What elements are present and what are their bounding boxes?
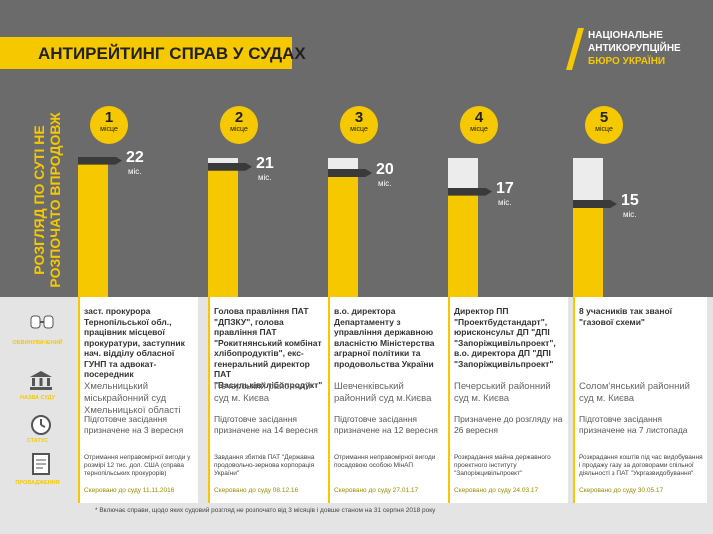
logo-line: НАЦІОНАЛЬНЕ [588, 30, 663, 41]
row-label: НАЗВА СУДУ [19, 395, 56, 401]
case-card [78, 297, 198, 503]
place-number: 1 [104, 109, 114, 126]
place-badge: 5 місце [585, 106, 623, 144]
place-number: 2 [234, 109, 244, 126]
value-marker [328, 169, 372, 177]
footnote: * Включає справи, щодо яких судовий розг… [95, 507, 436, 514]
bar [573, 204, 603, 297]
unit-label: міс. [498, 197, 512, 207]
sent-date: Скеровано до суду 08.12.16 [214, 487, 299, 494]
accused: Директор ПП "Проектбудстандарт", юрискон… [454, 306, 556, 369]
unit-label: міс. [378, 179, 392, 188]
court: Шевченківський районний суд м.Києва [334, 381, 432, 404]
logo-line: БЮРО УКРАЇНИ [588, 56, 666, 67]
axis-label: РОЗГЛЯД ПО СУТІ НЕ РОЗПОЧАТО ВПРОДОВЖ [31, 110, 63, 290]
logo-mark [566, 28, 584, 70]
row-label: ПРОВАДЖЕННЯ [15, 480, 60, 486]
axis-label-line: РОЗПОЧАТО ВПРОДОВЖ [47, 112, 63, 288]
case-card [328, 297, 448, 503]
value-marker [448, 187, 492, 196]
value-marker [208, 162, 252, 171]
title-bar [0, 37, 292, 69]
place-suffix: місце [470, 126, 488, 133]
icon-case [32, 453, 50, 475]
place-suffix: місце [100, 126, 118, 133]
title: АНТИРЕЙТИНГ СПРАВ У СУДАХ [38, 44, 306, 63]
unit-label: міс. [623, 210, 637, 219]
place-suffix: місце [230, 126, 248, 133]
accused: 8 учасників так званої "газової схеми" [579, 306, 673, 327]
case-card [448, 297, 568, 503]
status: Призначене до розгляду на 26 вересня [454, 414, 563, 435]
place-number: 3 [354, 109, 364, 126]
unit-label: міс. [128, 166, 142, 176]
place-badge: 3 місце [340, 106, 378, 144]
sent-date: Скеровано до суду 30.05.17 [579, 487, 664, 494]
case-summary: Отримання неправомірної вигоди посадовою… [334, 454, 436, 469]
icon-accused [30, 315, 54, 329]
status: Підготовче засідання призначене на 7 лис… [579, 414, 688, 435]
status: Підготовче засідання призначене на 3 вер… [84, 414, 184, 435]
sent-date: Скеровано до суду 11.11.2016 [84, 487, 175, 494]
icon-status [31, 415, 51, 435]
bar [448, 191, 478, 297]
value-label: 22 [126, 148, 144, 166]
case-summary: Розкрадання майна державного проектного … [454, 454, 551, 477]
case-summary: Отримання неправомірної вигоди у розмірі… [84, 454, 191, 477]
place-number: 4 [474, 109, 484, 126]
sent-date: Скеровано до суду 27.01.17 [334, 487, 419, 494]
court: Печерський районний суд м. Києва [454, 381, 551, 404]
value-marker [78, 156, 122, 165]
court: Печерський районний суд м. Києва [214, 381, 311, 404]
value-label: 15 [621, 192, 639, 209]
sent-date: Скеровано до суду 24.03.17 [454, 487, 539, 494]
row-label: ОБВИНУВАЧЕНИЙ [12, 340, 63, 346]
accused: заст. прокурора Тернопільської обл., пра… [84, 306, 185, 379]
court: Хмельницький міськрайонний суд Хмельниць… [84, 381, 181, 416]
place-badge: 1 місце [90, 106, 128, 144]
axis-label-line: РОЗГЛЯД ПО СУТІ НЕ [31, 125, 47, 275]
unit-label: міс. [258, 172, 272, 182]
place-suffix: місце [595, 126, 613, 133]
accused: в.о. директора Департаменту з управління… [334, 306, 435, 369]
value-label: 21 [256, 154, 274, 172]
place-badge: 4 місце [460, 106, 498, 144]
bar [208, 166, 238, 297]
icon-court [30, 371, 52, 390]
value-label: 17 [496, 179, 514, 197]
place-badge: 2 місце [220, 106, 258, 144]
place-suffix: місце [350, 126, 368, 133]
bar [78, 160, 108, 297]
row-label: СТАТУС [26, 438, 49, 444]
accused: Голова правління ПАТ "ДПЗКУ", голова пра… [214, 306, 323, 390]
value-label: 20 [376, 161, 394, 178]
case-card [208, 297, 328, 503]
bar [328, 173, 358, 297]
case-card [573, 297, 707, 503]
place-number: 5 [599, 109, 609, 126]
case-summary: Завдання збитків ПАТ "Державна продоволь… [214, 454, 315, 477]
court: Солом'янський районний суд м. Києва [579, 381, 690, 404]
logo-line: АНТИКОРУПЦІЙНЕ [588, 43, 681, 54]
status: Підготовче засідання призначене на 12 ве… [334, 414, 438, 435]
status: Підготовче засідання призначене на 14 ве… [214, 414, 318, 435]
value-marker [573, 200, 617, 208]
case-summary: Розкрадання коштів під час видобування і… [579, 454, 703, 477]
